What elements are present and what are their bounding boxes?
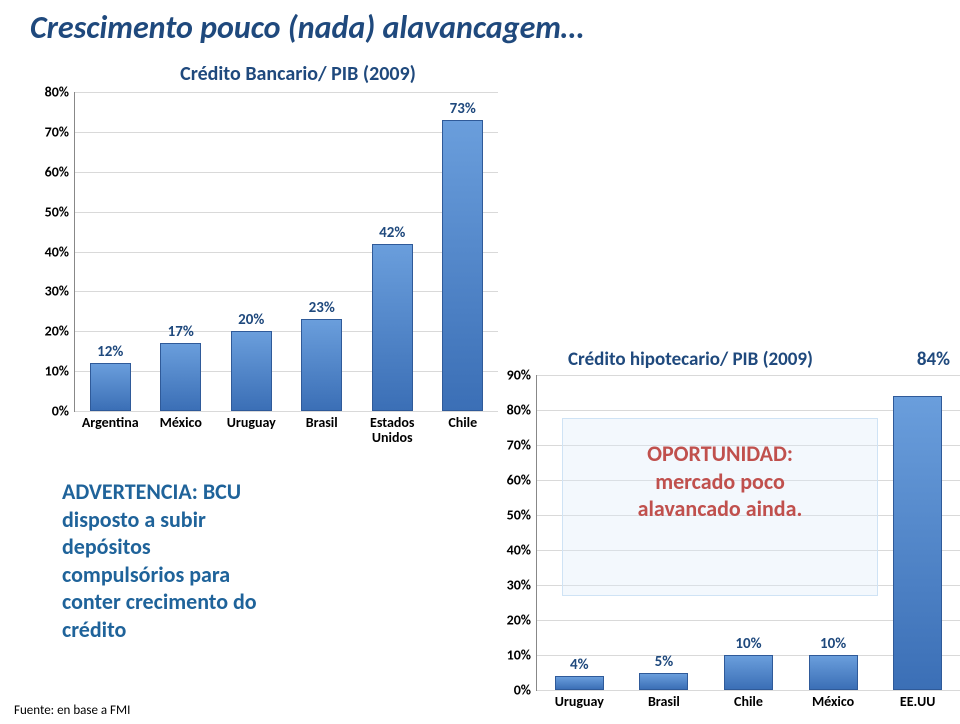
chart2-title: Crédito hipotecario/ PIB (2009) 84% [530, 348, 960, 371]
bar-wrap: 5% [622, 653, 707, 691]
chart2-title-text: Crédito hipotecario/ PIB (2009) [568, 348, 813, 371]
bar-wrap: 42% [357, 224, 428, 411]
ytick-label: 10% [45, 363, 75, 380]
chart-credito-bancario: Crédito Bancario/ PIB (2009) 0%10%20%30%… [68, 62, 498, 412]
bar-value-label: 4% [570, 656, 589, 674]
advert-text: ADVERTENCIA: BCU disposto a subir depósi… [62, 478, 257, 643]
ytick-label: 80% [507, 402, 537, 419]
ytick-label: 20% [45, 323, 75, 340]
bar [442, 120, 483, 411]
category-label: Chile [428, 411, 499, 446]
bar-value-label: 42% [379, 224, 405, 242]
bar-value-label: 10% [820, 635, 846, 653]
bar-value-label: 23% [309, 299, 335, 317]
opp-l3: alavancado ainda. [638, 495, 803, 522]
ytick-label: 50% [507, 507, 537, 524]
ytick-label: 30% [45, 283, 75, 300]
category-label: EstadosUnidos [357, 411, 428, 446]
bar [231, 331, 272, 411]
bar-value-label: 17% [168, 323, 194, 341]
category-label: Brasil [287, 411, 358, 446]
bar-wrap: 4% [537, 656, 622, 690]
bars-container: 12% 17% 20% 23% 42% 73% [75, 92, 498, 411]
slide-title: Crescimento pouco (nada) alavancagem… [30, 8, 584, 47]
source-footnote: Fuente: en base a FMI [14, 703, 130, 718]
advert-hl2: BCU [203, 478, 241, 505]
bar-wrap: 17% [146, 323, 217, 411]
ytick-label: 30% [507, 577, 537, 594]
bar-wrap: 73% [428, 100, 499, 411]
category-label: Uruguay [537, 690, 622, 709]
ytick-label: 10% [507, 647, 537, 664]
category-label: México [791, 690, 876, 709]
advert-hl1: ADVERTENCIA: [62, 478, 198, 505]
advert-l3: depósitos [62, 533, 151, 560]
opp-hl: OPORTUNIDAD: [647, 440, 793, 467]
ytick-label: 80% [45, 84, 75, 101]
category-label: Brasil [622, 690, 707, 709]
bar-value-label: 10% [735, 635, 761, 653]
bar [160, 343, 201, 411]
advert-l4: compulsórios para [62, 561, 230, 588]
ytick-label: 60% [45, 163, 75, 180]
category-label: Chile [706, 690, 791, 709]
ytick-label: 90% [507, 367, 537, 384]
ytick-label: 0% [52, 403, 75, 420]
ytick-label: 70% [507, 437, 537, 454]
chart1-plot: 0%10%20%30%40%50%60%70%80%12%17%20%23%42… [74, 92, 498, 412]
category-label: Argentina [75, 411, 146, 446]
category-container: ArgentinaMéxicoUruguayBrasilEstadosUnido… [75, 411, 498, 446]
category-label: México [146, 411, 217, 446]
chart1-title: Crédito Bancario/ PIB (2009) [98, 62, 498, 86]
bar-wrap: 23% [287, 299, 358, 411]
bar [555, 676, 604, 690]
ytick-label: 40% [45, 243, 75, 260]
opp-l2: mercado poco [655, 468, 785, 495]
bar-value-label: 5% [655, 653, 674, 671]
category-container: UruguayBrasilChileMéxicoEE.UU [537, 690, 960, 709]
bar-wrap: 20% [216, 311, 287, 411]
advert-l6: crédito [62, 616, 126, 643]
bar [724, 655, 773, 690]
ytick-label: 0% [514, 682, 537, 699]
bar-wrap: 10% [791, 635, 876, 690]
advert-l2: disposto a subir [62, 506, 206, 533]
opportunity-text: OPORTUNIDAD: mercado poco alavancado ain… [572, 440, 868, 523]
bar [639, 673, 688, 691]
bar [301, 319, 342, 411]
category-label: EE.UU [875, 690, 960, 709]
chart2-last-bar-label: 84% [917, 348, 950, 371]
bar-value-label: 12% [97, 343, 123, 361]
bar-wrap: 12% [75, 343, 146, 411]
bar [809, 655, 858, 690]
advert-l5: conter crecimento do [62, 588, 257, 615]
bar-wrap [875, 396, 960, 690]
bar-value-label: 73% [450, 100, 476, 118]
ytick-label: 40% [507, 542, 537, 559]
bar [372, 244, 413, 411]
bar [90, 363, 131, 411]
ytick-label: 70% [45, 123, 75, 140]
category-label: Uruguay [216, 411, 287, 446]
bar [893, 396, 942, 690]
ytick-label: 60% [507, 472, 537, 489]
ytick-label: 20% [507, 612, 537, 629]
ytick-label: 50% [45, 203, 75, 220]
bar-value-label: 20% [238, 311, 264, 329]
bar-wrap: 10% [706, 635, 791, 690]
